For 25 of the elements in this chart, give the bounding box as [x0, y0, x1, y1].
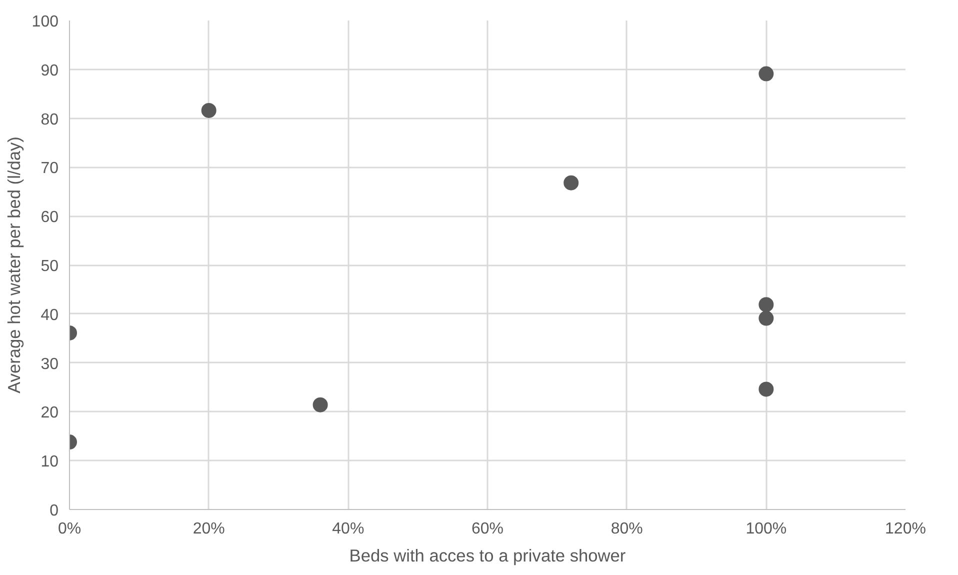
- x-axis-title: Beds with acces to a private shower: [349, 546, 626, 566]
- x-tick-label: 80%: [610, 520, 643, 538]
- y-tick-label: 20: [40, 404, 59, 422]
- point: [758, 382, 774, 397]
- y-tick-label: 10: [40, 454, 59, 471]
- point: [758, 297, 774, 312]
- point: [564, 175, 579, 190]
- y-axis-title: Average hot water per bed (l/day): [4, 136, 24, 394]
- y-tick-label: 70: [40, 160, 59, 178]
- y-tick-label: 60: [40, 209, 59, 226]
- y-tick-label: 100: [32, 14, 59, 30]
- x-tick-label: 100%: [746, 520, 787, 538]
- x-tick-label: 60%: [471, 520, 504, 538]
- x-tick-label: 120%: [885, 520, 926, 538]
- point: [758, 310, 774, 326]
- y-tick-label: 50: [40, 258, 59, 275]
- y-tick-label: 0: [50, 502, 59, 520]
- x-tick-label: 20%: [192, 520, 225, 538]
- point: [758, 66, 774, 82]
- x-tick-label: 0%: [58, 520, 82, 538]
- y-tick-label: 90: [40, 62, 59, 80]
- y-tick-label: 40: [40, 306, 59, 324]
- y-tick-label: 30: [40, 356, 59, 373]
- y-tick-label: 80: [40, 111, 59, 128]
- x-tick-label: 40%: [332, 520, 364, 538]
